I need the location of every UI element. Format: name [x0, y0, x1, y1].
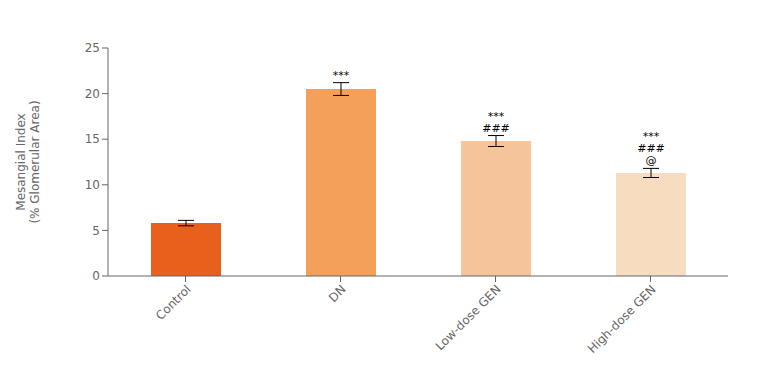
svg-text:Mesangial Index(% Glomerular A: Mesangial Index(% Glomerular Area) — [14, 100, 42, 223]
svg-text:###: ### — [482, 122, 510, 135]
svg-text:***: *** — [488, 110, 505, 123]
svg-text:Control: Control — [153, 282, 194, 323]
svg-text:High-dose GEN: High-dose GEN — [585, 282, 659, 356]
svg-text:###: ### — [637, 142, 665, 155]
svg-text:Low-dose GEN: Low-dose GEN — [433, 282, 504, 353]
svg-text:***: *** — [643, 130, 660, 143]
svg-text:@: @ — [646, 154, 657, 167]
svg-text:***: *** — [333, 69, 350, 82]
svg-text:0: 0 — [92, 269, 100, 283]
svg-text:5: 5 — [92, 224, 100, 238]
svg-text:15: 15 — [85, 132, 100, 146]
svg-text:10: 10 — [85, 178, 100, 192]
svg-text:25: 25 — [85, 41, 100, 55]
svg-text:20: 20 — [85, 87, 100, 101]
svg-text:DN: DN — [326, 282, 349, 305]
